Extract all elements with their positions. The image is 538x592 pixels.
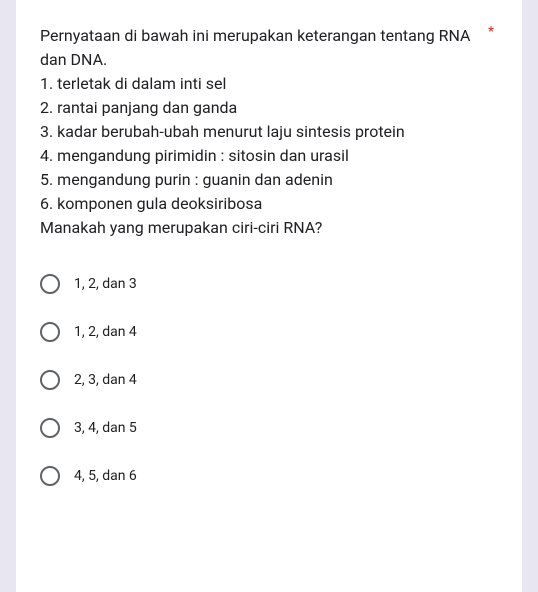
option-label: 3, 4, dan 5 bbox=[74, 420, 137, 436]
option-label: 1, 2, dan 4 bbox=[74, 324, 137, 340]
option-1[interactable]: 1, 2, dan 3 bbox=[40, 264, 498, 304]
option-2[interactable]: 1, 2, dan 4 bbox=[40, 312, 498, 352]
radio-icon bbox=[40, 322, 60, 342]
statement-6: 6. komponen gula deoksiribosa bbox=[40, 192, 478, 216]
option-5[interactable]: 4, 5, dan 6 bbox=[40, 456, 498, 496]
statement-4: 4. mengandung pirimidin : sitosin dan ur… bbox=[40, 144, 478, 168]
statement-5: 5. mengandung purin : guanin dan adenin bbox=[40, 168, 478, 192]
statement-2: 2. rantai panjang dan ganda bbox=[40, 96, 478, 120]
radio-icon bbox=[40, 466, 60, 486]
question-prompt: Manakah yang merupakan ciri-ciri RNA? bbox=[40, 216, 478, 240]
options-group: 1, 2, dan 3 1, 2, dan 4 2, 3, dan 4 3, 4… bbox=[40, 264, 498, 496]
statement-3: 3. kadar berubah-ubah menurut laju sinte… bbox=[40, 120, 478, 144]
question-intro: Pernyataan di bawah ini merupakan ketera… bbox=[40, 24, 478, 72]
option-label: 1, 2, dan 3 bbox=[74, 276, 137, 292]
radio-icon bbox=[40, 274, 60, 294]
option-4[interactable]: 3, 4, dan 5 bbox=[40, 408, 498, 448]
required-marker: * bbox=[488, 24, 494, 40]
radio-icon bbox=[40, 370, 60, 390]
option-label: 4, 5, dan 6 bbox=[74, 468, 137, 484]
statement-1: 1. terletak di dalam inti sel bbox=[40, 72, 478, 96]
question-text: Pernyataan di bawah ini merupakan ketera… bbox=[40, 24, 498, 240]
question-card: * Pernyataan di bawah ini merupakan kete… bbox=[16, 0, 522, 592]
option-3[interactable]: 2, 3, dan 4 bbox=[40, 360, 498, 400]
radio-icon bbox=[40, 418, 60, 438]
option-label: 2, 3, dan 4 bbox=[74, 372, 137, 388]
